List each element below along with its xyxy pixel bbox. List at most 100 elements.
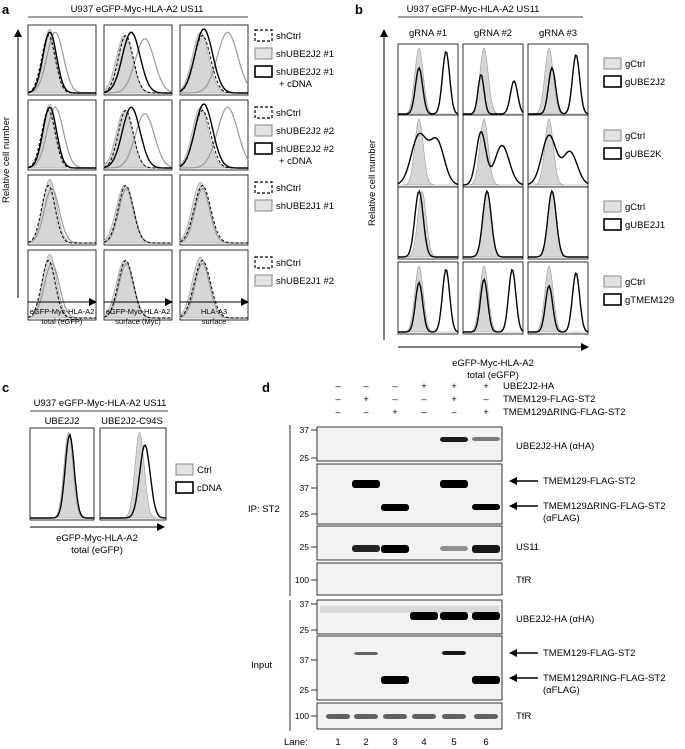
blot-label: TfR	[516, 575, 531, 586]
blot-band	[354, 652, 378, 655]
blot-band	[354, 714, 378, 719]
mw-marker: 37	[300, 425, 310, 435]
blot-band	[326, 714, 350, 719]
panel-a-x-label-2: eGFP-Myc-HLA-A2 surface (Myc)	[106, 307, 171, 326]
condition-sign: –	[392, 381, 398, 392]
panel-b-col-1: gRNA #1	[409, 28, 447, 39]
panel-b-col-3: gRNA #3	[539, 28, 577, 39]
panel-a-legend-3-2: shUBE2J1 #1	[276, 201, 334, 212]
blot-label: TMEM129-FLAG-ST2	[543, 648, 635, 659]
input-label: Input	[251, 660, 272, 671]
blot-band	[442, 651, 466, 655]
condition-sign: –	[335, 407, 341, 418]
panel-label-d: d	[262, 380, 270, 395]
mw-marker: 37	[300, 599, 310, 609]
panel-a-legend-2-1: shCtrl	[276, 108, 301, 119]
blot-band	[412, 714, 436, 719]
blot-band	[381, 545, 409, 553]
mw-marker: 25	[300, 453, 310, 463]
condition-sign: –	[363, 381, 369, 392]
blot-2: 37 25 TMEM129-FLAG-ST2 TMEM129ΔRING-FLAG-ST…	[300, 463, 665, 525]
panel-a-x-label-3: HLA-A3 surface	[201, 307, 227, 326]
panel-b-title: U937 eGFP-Myc-HLA-A2 US11	[407, 4, 540, 15]
panel-b-legend-2-2: gUBE2K	[625, 149, 662, 160]
panel-b-legend-2-1: gCtrl	[625, 131, 645, 142]
blot-band	[442, 714, 466, 719]
panel-a-y-label: Relative cell number	[1, 117, 12, 203]
blot-band	[381, 676, 409, 684]
blot-band	[440, 612, 468, 620]
mw-marker: 100	[295, 575, 309, 585]
mw-marker: 25	[300, 542, 310, 552]
blot-band	[472, 504, 500, 510]
blot-band	[440, 546, 468, 551]
condition-sign: +	[483, 381, 489, 392]
blot-label: TMEM129ΔRING-FLAG-ST2	[543, 501, 665, 512]
blot-band	[352, 545, 380, 552]
panel-b-legend-1-2: gUBE2J2	[625, 77, 665, 88]
panel-b-legend-4-1: gCtrl	[625, 277, 645, 288]
condition-sign: +	[451, 381, 457, 392]
blot-label: TMEM129ΔRING-FLAG-ST2	[543, 673, 665, 684]
condition-sign: –	[451, 407, 457, 418]
blot-band	[352, 480, 380, 488]
panel-a-legend-2-4: + cDNA	[279, 156, 313, 167]
panel-b-legend-1-1: gCtrl	[625, 59, 645, 70]
panel-b-y-label: Relative cell number	[367, 140, 378, 226]
condition-sign: –	[421, 394, 427, 405]
panel-a-legend-1-1: shCtrl	[276, 31, 301, 42]
blot-5: 37 25 UBE2J2-HA (αHA)	[300, 599, 595, 635]
blot-label: (αFLAG)	[543, 685, 580, 696]
condition-sign: +	[421, 381, 427, 392]
panel-label-a: a	[2, 2, 10, 17]
blot-4: 100 TfR	[295, 562, 531, 596]
blot-band	[440, 437, 468, 442]
panel-b-col-2: gRNA #2	[474, 28, 512, 39]
blot-label: UBE2J2-HA (αHA)	[516, 441, 594, 452]
blot-label: US11	[516, 542, 539, 553]
mw-marker: 37	[300, 655, 310, 665]
lane-number: 3	[392, 737, 397, 748]
condition-sign: +	[392, 407, 398, 418]
blot-band	[440, 480, 468, 488]
panel-a-legend-1-2: shUBE2J2 #1	[276, 49, 334, 60]
panel-c-x-label-2: total (eGFP)	[71, 545, 123, 556]
blot-label: (αFLAG)	[543, 513, 580, 524]
lane-number: 5	[451, 737, 456, 748]
panel-b-histograms	[397, 43, 589, 335]
mw-marker: 25	[300, 685, 310, 695]
blot-label: TfR	[516, 711, 531, 722]
ip-label: IP: ST2	[248, 504, 280, 515]
condition-sign: +	[363, 394, 369, 405]
panel-c-legend-ctrl: Ctrl	[197, 465, 212, 476]
panel-a-legend-1-4: + cDNA	[279, 79, 313, 90]
panel-c-legend-cdna: cDNA	[197, 483, 222, 494]
mw-marker: 100	[295, 711, 309, 721]
panel-a-legend-3-1: shCtrl	[276, 183, 301, 194]
blot-7: 100 TfR	[295, 702, 531, 730]
panel-c-col-2: UBE2J2-C94S	[101, 416, 163, 427]
panel-a-legend-2-2: shUBE2J2 #2	[276, 126, 334, 137]
panel-a-legend-4-1: shCtrl	[276, 258, 301, 269]
panel-b-legend-4-2: gTMEM129	[625, 295, 674, 306]
blot-band	[472, 676, 500, 684]
condition-label-3: TMEM129ΔRING-FLAG-ST2	[503, 407, 625, 418]
blot-band	[472, 612, 500, 620]
panel-label-b: b	[355, 2, 363, 17]
condition-sign: –	[335, 381, 341, 392]
panel-a-legend-1-3: shUBE2J2 #1	[276, 67, 334, 78]
blot-label: TMEM129-FLAG-ST2	[543, 476, 635, 487]
condition-sign: +	[451, 394, 457, 405]
blot-band	[472, 545, 500, 553]
condition-label-2: TMEM129-FLAG-ST2	[503, 394, 595, 405]
mw-marker: 25	[300, 625, 310, 635]
lane-number: 2	[363, 737, 368, 748]
mw-marker: 25	[300, 509, 310, 519]
blot-label: UBE2J2-HA (αHA)	[516, 614, 594, 625]
lane-number: 4	[421, 737, 426, 748]
condition-label-1: UBE2J2-HA	[503, 381, 555, 392]
panel-a-legend-2-3: shUBE2J2 #2	[276, 144, 334, 155]
panel-c-title: U937 eGFP-Myc-HLA-A2 US11	[34, 398, 167, 409]
panel-label-c: c	[2, 380, 9, 395]
